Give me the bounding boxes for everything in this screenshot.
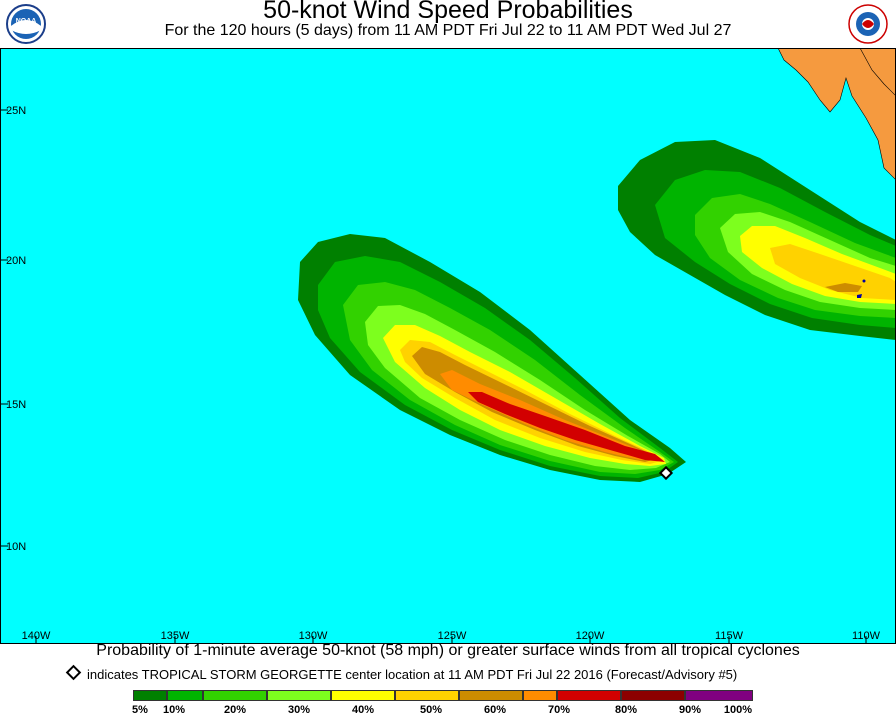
legend-label: 100% — [723, 704, 753, 716]
legend-label: 50% — [419, 704, 443, 716]
legend-swatch — [459, 690, 523, 701]
legend-swatch — [685, 690, 753, 701]
page-subtitle: For the 120 hours (5 days) from 11 AM PD… — [164, 22, 732, 39]
legend-label: 5% — [132, 704, 148, 716]
legend-swatch — [523, 690, 557, 701]
legend-label: 30% — [287, 704, 311, 716]
svg-text:NOAA: NOAA — [16, 18, 37, 25]
legend-label: 70% — [547, 704, 571, 716]
legend-swatch — [267, 690, 331, 701]
legend-label: 90% — [678, 704, 702, 716]
legend-label: 20% — [223, 704, 247, 716]
legend-swatch — [395, 690, 459, 701]
legend-label: 80% — [614, 704, 638, 716]
map-caption: Probability of 1-minute average 50-knot … — [96, 642, 800, 659]
legend-label: 60% — [483, 704, 507, 716]
page-title: 50-knot Wind Speed Probabilities — [263, 0, 633, 24]
storm-location-text: indicates TROPICAL STORM GEORGETTE cente… — [87, 667, 738, 682]
legend-swatch — [167, 690, 203, 701]
legend-swatch — [621, 690, 685, 701]
legend-swatch — [557, 690, 621, 701]
legend-label: 40% — [351, 704, 375, 716]
nws-logo-icon — [848, 4, 888, 44]
probability-map — [0, 48, 896, 644]
legend-swatch — [203, 690, 267, 701]
legend-swatch — [331, 690, 395, 701]
legend-label: 10% — [162, 704, 186, 716]
legend-swatch — [133, 690, 167, 701]
noaa-logo-icon: NOAA — [6, 4, 46, 44]
storm-location-note: indicates TROPICAL STORM GEORGETTE cente… — [65, 664, 738, 682]
header: NOAA 50-knot Wind Speed Probabilities Fo… — [0, 0, 896, 48]
diamond-icon — [65, 664, 82, 681]
